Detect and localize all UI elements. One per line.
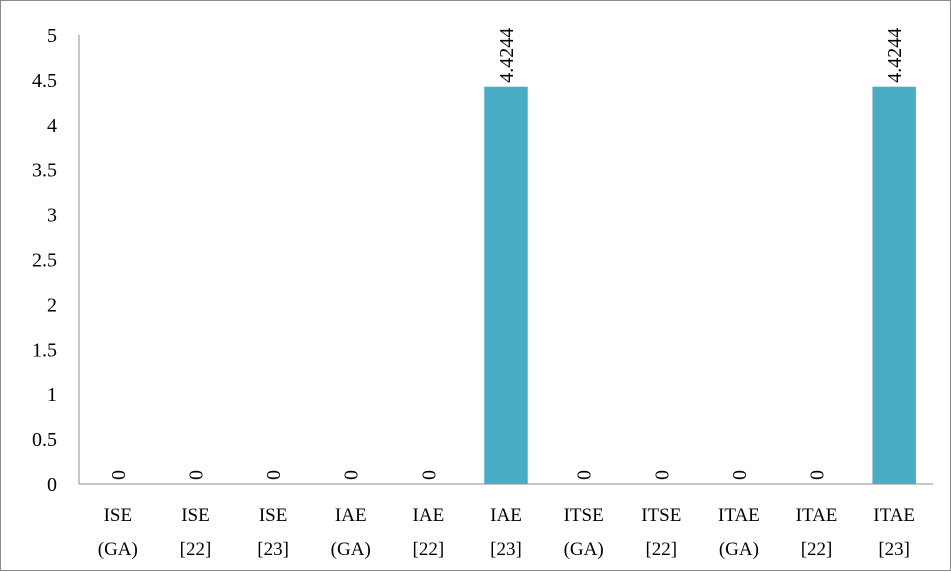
y-tick-label: 0	[47, 474, 57, 496]
x-category-label: [23]	[878, 539, 910, 560]
y-tick-label: 3	[47, 205, 57, 227]
x-category-label: [22]	[180, 539, 212, 560]
bar	[484, 86, 528, 485]
data-label: 0	[729, 470, 751, 480]
x-category-label: ISE	[259, 505, 288, 526]
x-category-label: (GA)	[564, 539, 604, 560]
data-label: 0	[651, 470, 673, 480]
x-category-label: [22]	[413, 539, 445, 560]
x-category-label: ISE	[104, 505, 133, 526]
data-label: 0	[418, 470, 440, 480]
x-category-label: IAE	[413, 505, 445, 526]
data-label: 0	[263, 470, 285, 480]
x-category-label: ITAE	[873, 505, 915, 526]
x-category-label: [23]	[257, 539, 289, 560]
x-category-label: (GA)	[331, 539, 371, 560]
x-category-label: ITSE	[564, 505, 604, 526]
y-tick-label: 1	[47, 384, 57, 406]
data-label: 0	[185, 470, 207, 480]
x-category-label: [22]	[645, 539, 677, 560]
y-tick-label: 1.5	[32, 339, 57, 361]
bar	[872, 86, 916, 485]
x-category-label: ITAE	[796, 505, 838, 526]
data-label: 0	[341, 470, 363, 480]
data-label: 0	[807, 470, 829, 480]
y-tick-label: 2.5	[32, 250, 57, 272]
x-category-label: IAE	[490, 505, 522, 526]
x-category-label: ISE	[181, 505, 210, 526]
x-category-label: IAE	[335, 505, 367, 526]
x-category-label: [22]	[801, 539, 833, 560]
x-category-label: (GA)	[719, 539, 759, 560]
y-tick-label: 5	[47, 25, 57, 47]
y-tick-label: 2	[47, 294, 57, 316]
x-category-label: ITSE	[641, 505, 681, 526]
x-category-label: (GA)	[98, 539, 138, 560]
y-tick-label: 4	[47, 115, 57, 137]
y-tick-label: 4.5	[32, 70, 57, 92]
y-tick-label: 3.5	[32, 160, 57, 182]
data-label: 0	[108, 470, 130, 480]
x-category-label: ITAE	[718, 505, 760, 526]
y-tick-label: 0.5	[32, 429, 57, 451]
data-label: 4.4244	[884, 28, 906, 83]
data-label: 0	[574, 470, 596, 480]
x-category-label: [23]	[490, 539, 522, 560]
data-label: 4.4244	[496, 28, 518, 83]
